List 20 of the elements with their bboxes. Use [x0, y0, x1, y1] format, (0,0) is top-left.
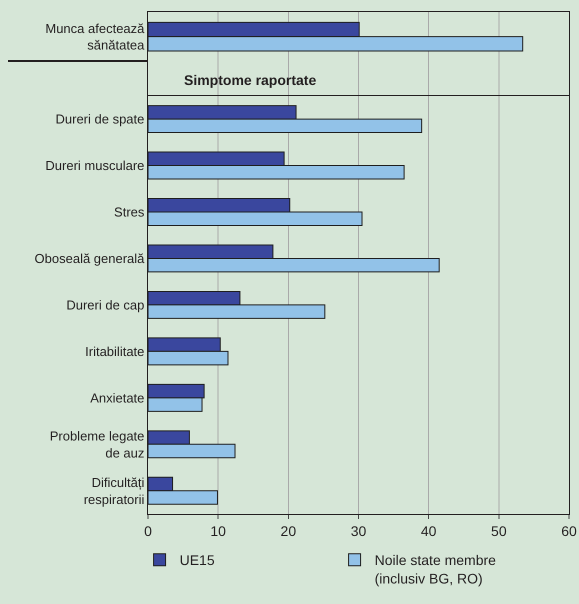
x-tick-label: 20: [280, 522, 296, 539]
y-tick-label: Oboseală generală: [34, 251, 146, 266]
x-tick-label: 60: [561, 522, 577, 539]
y-tick-label: Munca afectează sănătatea: [45, 20, 146, 53]
x-tick-label: 0: [144, 522, 152, 539]
y-tick-label: Anxietate: [90, 390, 144, 406]
y-tick-label: Dureri de cap: [66, 297, 144, 312]
x-tick-label: 50: [491, 522, 507, 539]
y-tick-label: Dificultăți respiratorii: [84, 474, 145, 507]
chart-title: Simptome raportate: [184, 72, 316, 88]
y-tick-label: Probleme legate de auz: [50, 428, 144, 460]
x-tick-label: 40: [420, 522, 437, 539]
legend-label: UE15: [180, 552, 215, 568]
y-tick-label: Dureri musculare: [45, 158, 144, 174]
y-tick-label: Stres: [114, 204, 145, 220]
x-tick-label: 30: [350, 522, 366, 539]
x-tick-label: 10: [210, 522, 226, 539]
y-tick-label: Dureri de spate: [56, 112, 144, 127]
y-tick-label: Iritabilitate: [85, 344, 144, 359]
legend-label: Noile state membre (inclusiv BG, RO): [374, 552, 496, 586]
